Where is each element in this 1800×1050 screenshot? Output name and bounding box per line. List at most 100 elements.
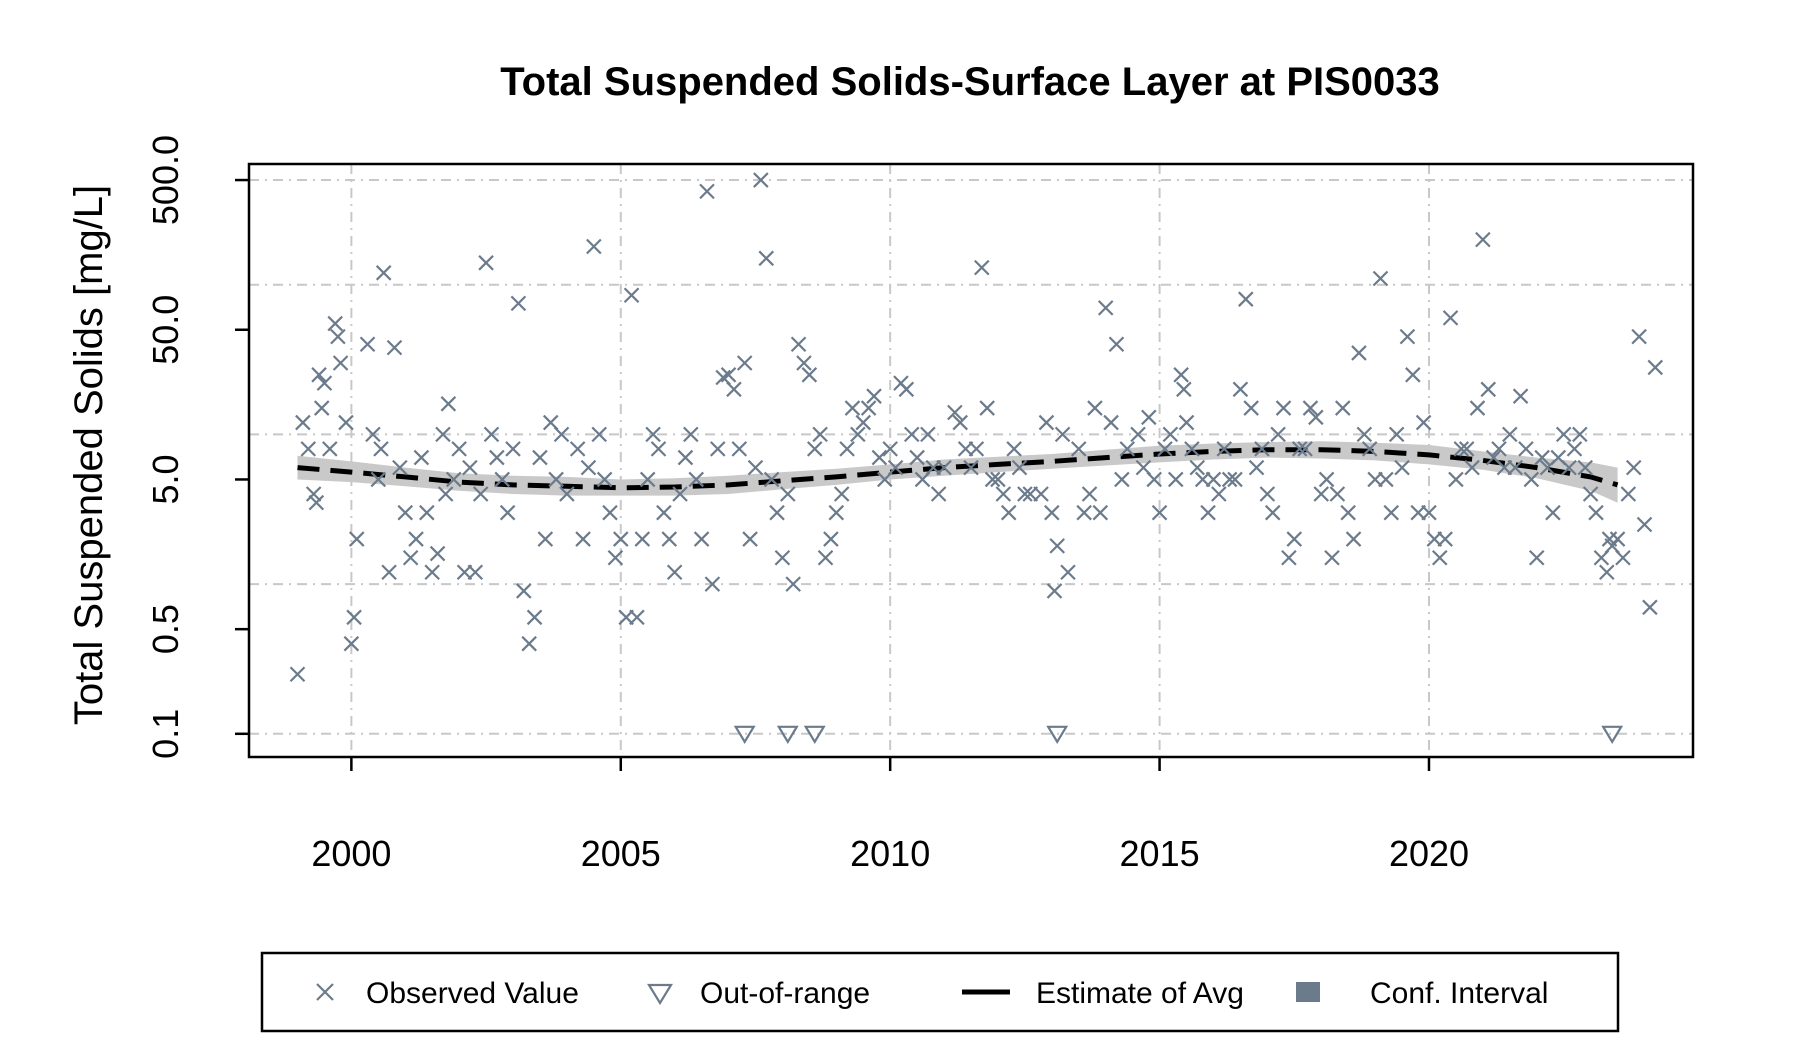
y-tick-label: 0.5	[145, 604, 186, 654]
observed-point	[1033, 486, 1049, 502]
out-of-range-points-layer	[733, 725, 1624, 744]
observed-point	[1238, 291, 1254, 307]
observed-point	[311, 367, 327, 383]
out-of-range-point	[1046, 725, 1069, 744]
observed-point	[1475, 231, 1491, 248]
observed-point	[1421, 504, 1437, 521]
estimate-line-layer	[297, 447, 1619, 491]
estimate-line	[297, 447, 1619, 491]
observed-point	[1528, 549, 1545, 566]
observed-point	[1453, 441, 1470, 457]
observed-point	[672, 486, 688, 502]
y-axis: 0.1 0.5 5.0 50.0 500.0	[145, 135, 249, 759]
observed-point	[1216, 441, 1233, 457]
observed-point	[330, 328, 346, 345]
observed-point	[437, 486, 454, 502]
observed-point	[984, 471, 1001, 488]
x-axis: 2000 2005 2010 2015 2020	[311, 757, 1469, 874]
observed-point	[445, 471, 462, 488]
observed-point	[1200, 504, 1216, 521]
observed-point	[575, 531, 591, 547]
observed-point	[1431, 549, 1448, 566]
observed-point	[806, 441, 823, 457]
observed-point	[1232, 381, 1249, 398]
observed-point	[656, 504, 672, 521]
y-tick-label: 5.0	[145, 454, 186, 504]
observed-point	[1566, 441, 1583, 457]
observed-point	[402, 549, 419, 566]
observed-point	[720, 367, 737, 383]
x-tick-label: 2020	[1389, 833, 1469, 874]
observed-point	[472, 486, 489, 502]
observed-point	[462, 459, 478, 476]
observed-point	[650, 441, 667, 457]
observed-point	[709, 441, 726, 457]
observed-point	[381, 564, 397, 581]
y-tick-label: 500.0	[145, 135, 186, 225]
observed-point	[930, 486, 947, 502]
observed-point	[1356, 426, 1373, 443]
legend-item-observed: Observed Value	[316, 977, 579, 1010]
plot-frame	[247, 162, 1695, 759]
observed-point	[1076, 504, 1092, 521]
observed-point	[645, 426, 661, 443]
observed-point	[1620, 486, 1637, 502]
legend-filled-square-icon	[1296, 982, 1320, 1002]
observed-point	[494, 471, 511, 488]
observed-point	[1017, 486, 1033, 502]
observed-point	[661, 531, 678, 547]
observed-point	[1270, 426, 1286, 443]
observed-point	[359, 336, 376, 353]
observed-point	[308, 494, 325, 511]
observed-point	[435, 426, 451, 443]
observed-point	[758, 250, 775, 267]
observed-point	[1636, 516, 1653, 533]
observed-point	[1577, 459, 1594, 476]
observed-point	[1491, 441, 1507, 457]
legend-item-estimate: Estimate of Avg	[962, 977, 1244, 1010]
observed-point	[790, 336, 807, 353]
observed-point	[1167, 471, 1184, 488]
observed-point	[365, 426, 381, 443]
observed-point	[1087, 400, 1103, 416]
observed-point	[785, 576, 801, 592]
out-of-range-point	[733, 725, 756, 744]
observed-point	[586, 238, 602, 255]
observed-point	[424, 564, 440, 581]
observed-point	[478, 255, 494, 271]
observed-point	[1555, 426, 1572, 443]
observed-point	[1405, 367, 1421, 383]
observed-point	[1335, 400, 1351, 416]
observed-point	[338, 414, 354, 431]
observed-point	[1329, 486, 1346, 502]
observed-point	[968, 441, 985, 457]
observed-point	[704, 576, 721, 592]
observed-point	[343, 635, 360, 652]
observed-point	[1469, 400, 1486, 416]
observed-point	[839, 441, 855, 457]
observed-point	[828, 504, 845, 521]
observed-point	[316, 375, 333, 391]
observed-point	[699, 183, 715, 200]
observed-point	[1173, 367, 1189, 383]
observed-point	[1647, 359, 1664, 376]
observed-point	[726, 381, 742, 398]
observed-point	[1259, 486, 1276, 502]
observed-point	[1157, 441, 1173, 457]
observed-point	[1146, 471, 1162, 488]
observed-point	[1178, 414, 1195, 431]
observed-point	[489, 449, 505, 466]
observed-point	[1399, 328, 1416, 345]
observed-point	[1372, 270, 1389, 287]
observed-point	[1162, 426, 1179, 443]
observed-point	[397, 504, 414, 521]
observed-point	[440, 396, 457, 412]
observed-point	[1572, 426, 1588, 443]
ci-band	[297, 441, 1618, 503]
legend-item-out-of-range: Out-of-range	[647, 977, 870, 1010]
observed-point	[1243, 400, 1259, 416]
observed-point	[688, 471, 704, 488]
observed-point	[510, 295, 527, 312]
observed-point	[499, 504, 516, 521]
